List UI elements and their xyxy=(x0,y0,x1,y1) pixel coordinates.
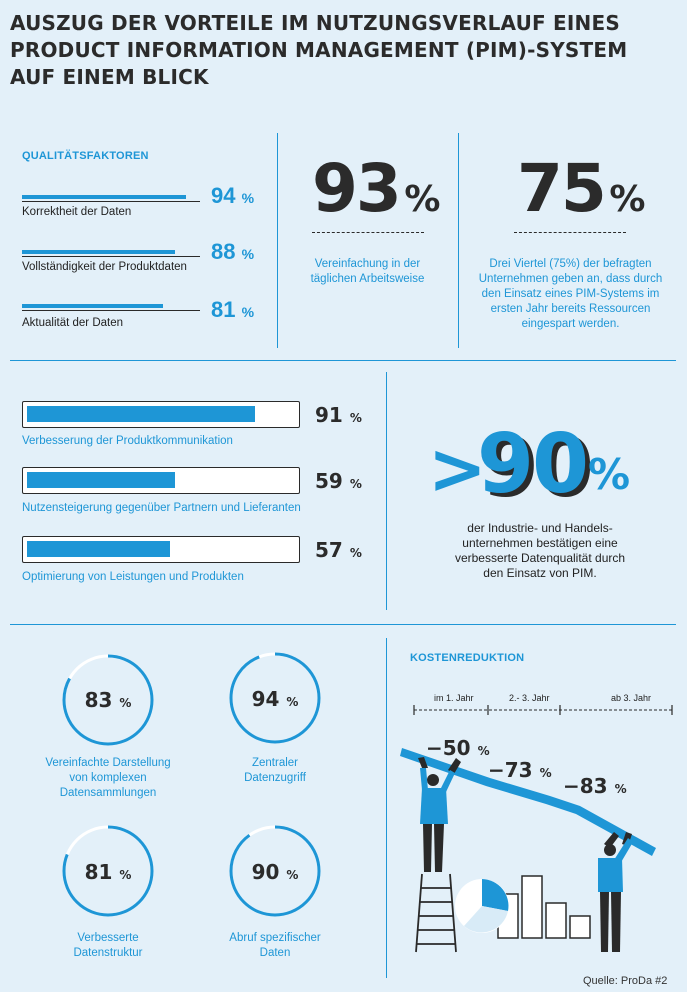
ring-label-1: Vereinfachte Darstellung von komplexen Dat… xyxy=(45,757,171,799)
vdivider-3 xyxy=(386,372,387,610)
quality-value-2: 88 % xyxy=(211,239,255,264)
quality-bar-2 xyxy=(22,250,175,254)
ring-value-1: 83 % xyxy=(84,688,132,712)
ring-arc-2 xyxy=(229,652,321,744)
source-text: Quelle: ProDa #2 xyxy=(583,975,668,987)
divider-2 xyxy=(10,624,676,625)
stat-90-unit: % xyxy=(588,450,630,499)
progress-label-1: Verbesserung der Produktkommunikation xyxy=(22,435,233,447)
mini-bar-2 xyxy=(521,875,543,939)
ring-label-3: Verbesserte Datenstruktur xyxy=(73,932,143,959)
ring-arc-3 xyxy=(62,825,154,917)
progress-label-2: Nutzensteigerung gegenüber Partnern und … xyxy=(22,502,301,514)
ring-value-2: 94 % xyxy=(251,687,299,711)
quality-value-3: 81 % xyxy=(211,297,255,322)
stat-90-number: 90 xyxy=(477,417,587,510)
stat-90-graphic: > 90 90 % xyxy=(428,417,630,510)
mini-bar-3 xyxy=(545,902,567,939)
period-label-2: 2.- 3. Jahr xyxy=(509,693,550,703)
stat-75: 75 % xyxy=(517,150,646,227)
cost-reduction-illustration xyxy=(400,748,656,953)
vdivider-4 xyxy=(386,638,387,978)
ring-chart-1 xyxy=(62,654,154,746)
progress-fill-1 xyxy=(27,406,255,422)
greater-than-sign: > xyxy=(428,428,487,510)
vdivider-2 xyxy=(458,133,459,348)
person-right-icon xyxy=(598,832,633,952)
progress-fill-2 xyxy=(27,472,175,488)
progress-value-3: 57 % xyxy=(315,538,362,562)
ring-value-3: 81 % xyxy=(84,860,132,884)
quality-label-1: Korrektheit der Daten xyxy=(22,206,132,218)
quality-heading: QUALITÄTSFAKTOREN xyxy=(22,150,149,162)
ring-chart-2 xyxy=(229,652,321,744)
descending-cost-line xyxy=(400,748,656,856)
ring-chart-3 xyxy=(62,825,154,917)
quality-bar-3 xyxy=(22,304,163,308)
ring-value-4: 90 % xyxy=(251,860,299,884)
stat-90-text: der Industrie- und Handels- unternehmen … xyxy=(454,521,626,580)
page-title: AUSZUG DER VORTEILE IM NUTZUNGSVERLAUF E… xyxy=(10,11,628,89)
stat-93: 93 % xyxy=(312,150,441,227)
cost-value-3: −83 % xyxy=(563,774,627,798)
period-label-3: ab 3. Jahr xyxy=(611,693,652,703)
cost-heading: KOSTENREDUKTION xyxy=(410,652,525,664)
ring-arc-1 xyxy=(62,654,154,746)
cost-value-2: −73 % xyxy=(488,758,552,782)
stat-93-text: Vereinfachung in der täglichen Arbeitswe… xyxy=(310,258,425,285)
quality-value-1: 94 % xyxy=(211,183,255,208)
progress-value-1: 91 % xyxy=(315,403,362,427)
stat-90-shadow: 90 xyxy=(482,421,592,510)
ring-arc-4 xyxy=(229,825,321,917)
divider-1 xyxy=(10,360,676,361)
cost-value-1: −50 % xyxy=(426,736,490,760)
period-axis xyxy=(413,705,673,715)
ring-label-4: Abruf spezifischer Daten xyxy=(229,932,321,959)
person-left-icon xyxy=(418,757,461,872)
period-label-1: im 1. Jahr xyxy=(434,693,474,703)
ring-chart-4 xyxy=(229,825,321,917)
quality-label-3: Aktualität der Daten xyxy=(22,317,124,329)
ladder-icon xyxy=(415,873,457,953)
ring-label-2: Zentraler Datenzugriff xyxy=(244,757,306,784)
progress-value-2: 59 % xyxy=(315,469,362,493)
quality-label-2: Vollständigkeit der Produktdaten xyxy=(22,261,187,273)
quality-bar-1 xyxy=(22,195,186,199)
vdivider-1 xyxy=(277,133,278,348)
progress-fill-3 xyxy=(27,541,170,557)
stat-75-text: Drei Viertel (75%) der befragten Unterne… xyxy=(478,258,663,330)
progress-label-3: Optimierung von Leistungen und Produkten xyxy=(22,571,244,583)
mini-bar-4 xyxy=(569,915,591,939)
